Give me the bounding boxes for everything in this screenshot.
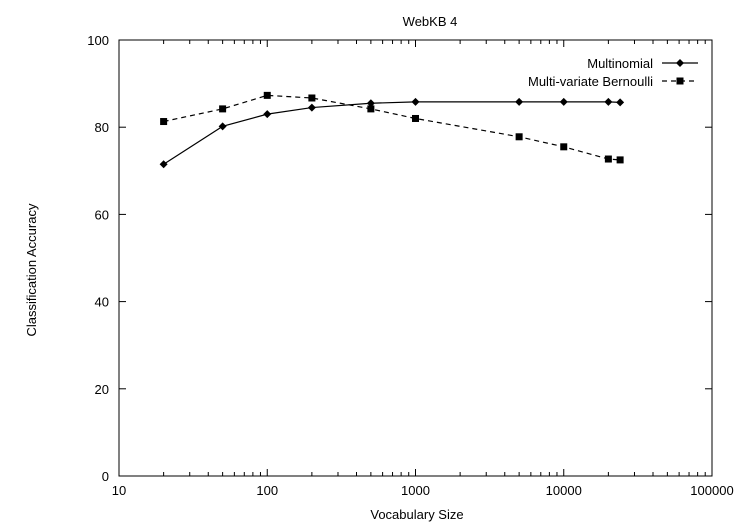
legend-label-multi-variate-bernoulli: Multi-variate Bernoulli bbox=[528, 74, 653, 89]
data-point-multi-variate-bernoulli bbox=[263, 91, 271, 99]
data-point-multi-variate-bernoulli bbox=[515, 133, 523, 141]
x-axis-label: Vocabulary Size bbox=[370, 507, 463, 522]
series-line-multi-variate-bernoulli bbox=[163, 94, 621, 161]
y-tick-label: 60 bbox=[95, 207, 109, 222]
axis-ticks: 0 20 40 60 80 100 10 100 1000 10000 100000 bbox=[87, 33, 733, 498]
data-point-multinomial bbox=[616, 98, 625, 107]
data-point-multi-variate-bernoulli bbox=[560, 143, 568, 151]
data-point-multinomial bbox=[604, 97, 613, 106]
y-axis-label: Classification Accuracy bbox=[24, 203, 39, 336]
data-point-multinomial bbox=[307, 103, 316, 112]
legend-label-multinomial: Multinomial bbox=[587, 56, 653, 71]
data-point-multi-variate-bernoulli bbox=[616, 156, 624, 164]
x-tick-label: 10000 bbox=[546, 483, 582, 498]
series-line-multinomial bbox=[163, 101, 621, 165]
data-point-multi-variate-bernoulli bbox=[367, 105, 375, 113]
data-point-multinomial bbox=[559, 97, 568, 106]
data-point-multinomial bbox=[159, 160, 168, 169]
y-tick-label: 100 bbox=[87, 33, 109, 48]
data-point-multinomial bbox=[515, 97, 524, 106]
y-tick-label: 0 bbox=[102, 469, 109, 484]
data-point-multinomial bbox=[263, 110, 272, 119]
y-tick-label: 40 bbox=[95, 295, 109, 310]
x-tick-label: 100 bbox=[256, 483, 278, 498]
data-point-multinomial bbox=[411, 97, 420, 106]
data-point-multinomial bbox=[366, 99, 375, 108]
legend-marker-multi-variate-bernoulli bbox=[676, 77, 684, 85]
x-tick-label: 1000 bbox=[401, 483, 430, 498]
chart-title: WebKB 4 bbox=[403, 14, 458, 29]
legend: Multinomial Multi-variate Bernoulli bbox=[528, 56, 698, 89]
data-series bbox=[159, 91, 625, 169]
data-point-multi-variate-bernoulli bbox=[604, 155, 612, 163]
data-point-multi-variate-bernoulli bbox=[160, 118, 168, 126]
data-point-multi-variate-bernoulli bbox=[219, 105, 227, 113]
y-tick-label: 80 bbox=[95, 120, 109, 135]
data-point-multi-variate-bernoulli bbox=[308, 94, 316, 102]
x-tick-label: 10 bbox=[112, 483, 126, 498]
y-tick-label: 20 bbox=[95, 382, 109, 397]
data-point-multi-variate-bernoulli bbox=[412, 114, 419, 122]
legend-marker-multinomial bbox=[676, 59, 684, 67]
data-point-multinomial bbox=[218, 122, 227, 131]
x-tick-label: 100000 bbox=[690, 483, 733, 498]
